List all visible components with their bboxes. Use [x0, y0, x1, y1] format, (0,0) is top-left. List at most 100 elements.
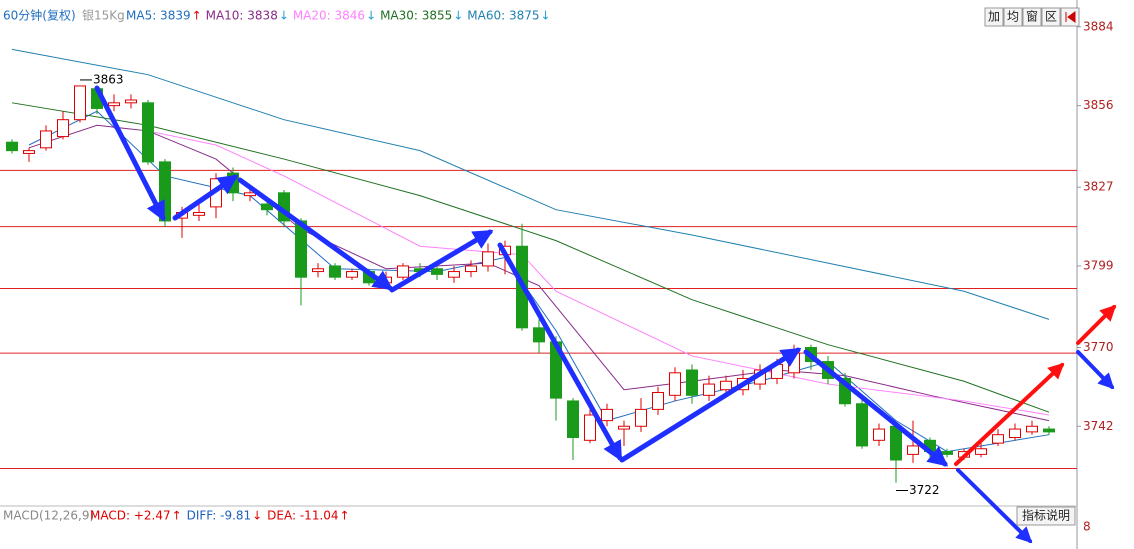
chart-title: 60分钟(复权): [3, 8, 76, 23]
indicator-button-label: 指标说明: [1022, 508, 1070, 523]
arrow: [1076, 350, 1115, 390]
y-tick-label: 3827: [1083, 180, 1114, 194]
candle-body: [686, 369, 698, 396]
candle-body: [74, 85, 86, 121]
arrow: [237, 177, 394, 291]
candle-body: [618, 425, 630, 430]
arrow: [956, 468, 1033, 544]
candle-body: [57, 119, 69, 138]
marker-label: 3722: [909, 483, 940, 497]
candle-body: [941, 451, 953, 455]
y-tick-label: 3799: [1083, 258, 1114, 272]
candle-body: [652, 392, 664, 410]
marker-label: 3863: [93, 72, 124, 86]
legend-arrow: ↓: [453, 9, 463, 23]
instrument: 银15Kg: [82, 9, 125, 23]
y-tick-label: 3742: [1083, 419, 1114, 433]
toolbar-button[interactable]: [1041, 7, 1061, 27]
ma-line: [28, 110, 1050, 453]
candle-body: [890, 425, 902, 461]
toolbar-button[interactable]: [1003, 7, 1023, 27]
arrow: [803, 349, 949, 467]
legend-label: MA60: 3875: [467, 9, 539, 23]
candle-body: [1026, 425, 1038, 433]
legend-arrow: ↓: [541, 9, 551, 23]
toolbar-button-label: 窗: [1026, 10, 1038, 24]
toolbar-button[interactable]: [1022, 7, 1042, 27]
arrow: [619, 347, 802, 463]
candle-body: [856, 403, 868, 447]
candle-body: [601, 408, 613, 422]
ma-line: [11, 102, 1050, 413]
candle-body: [873, 428, 885, 441]
legend-arrow: ↑: [192, 9, 202, 23]
candle-body: [448, 271, 460, 278]
macd-label: MACD: +2.47: [90, 509, 171, 523]
macd-arrow: ↓: [252, 509, 262, 523]
candle-body: [125, 99, 137, 104]
candle-body: [669, 372, 681, 396]
y-tick-label: 3856: [1083, 98, 1114, 112]
candle-body: [142, 102, 154, 163]
candle-body: [482, 251, 494, 267]
candle-body: [720, 380, 732, 391]
candle-body: [839, 377, 851, 405]
toolbar-button-label: 区: [1045, 10, 1057, 24]
header-bg: [0, 5, 980, 25]
candle-body: [193, 212, 205, 216]
candle-body: [533, 327, 545, 343]
macd-label: DIFF: -9.81: [187, 509, 252, 523]
candle-body: [40, 130, 52, 149]
candle-body: [431, 268, 443, 275]
ma-line: [147, 130, 1050, 416]
legend-label: MA5: 3839: [126, 9, 191, 23]
candle-body: [261, 203, 273, 211]
candle-body: [703, 383, 715, 396]
legend-arrow: ↓: [279, 9, 289, 23]
macd-label: DEA: -11.04: [267, 509, 338, 523]
legend-label: MA30: 3855: [380, 9, 452, 23]
candle-body: [567, 400, 579, 438]
candle-body: [635, 408, 647, 427]
candle-body: [159, 161, 171, 222]
macd-axis-label: 8: [1083, 520, 1091, 534]
candle-body: [108, 102, 120, 107]
candle-body: [346, 271, 358, 278]
candle-body: [244, 192, 256, 197]
arrow: [94, 85, 166, 222]
arrow: [389, 229, 494, 293]
candle-body: [1009, 428, 1021, 438]
arrow: [172, 174, 239, 221]
ma-line: [11, 48, 1050, 320]
candle-body: [1043, 428, 1055, 433]
macd-arrow: ↑: [172, 509, 182, 523]
arrow: [1076, 304, 1117, 345]
arrow: [954, 362, 1065, 466]
macd-arrow: ↑: [340, 509, 350, 523]
candle-body: [312, 268, 324, 273]
legend-arrow: ↓: [366, 9, 376, 23]
legend-label: MA20: 3846: [293, 9, 365, 23]
toolbar-button[interactable]: [984, 7, 1004, 27]
candle-body: [584, 414, 596, 441]
toolbar-icon: [1065, 11, 1076, 23]
toolbar-button-label: 均: [1007, 10, 1019, 24]
y-tick-label: 3884: [1083, 19, 1114, 33]
candle-body: [329, 265, 341, 278]
candle-body: [23, 150, 35, 154]
candle-body: [6, 141, 18, 152]
macd-title: MACD(12,26,9): [3, 509, 94, 523]
indicator-button[interactable]: [1016, 506, 1076, 526]
trend-arrows: [94, 85, 1117, 544]
arrow: [497, 242, 623, 462]
candle-body: [992, 434, 1004, 444]
candle-body: [465, 265, 477, 273]
toolbar-button-label: 加: [988, 10, 1000, 24]
candle-body: [975, 448, 987, 455]
legend-label: MA10: 3838: [206, 9, 278, 23]
candle-body: [397, 265, 409, 278]
y-tick-label: 3770: [1083, 340, 1114, 354]
candle-body: [907, 445, 919, 455]
